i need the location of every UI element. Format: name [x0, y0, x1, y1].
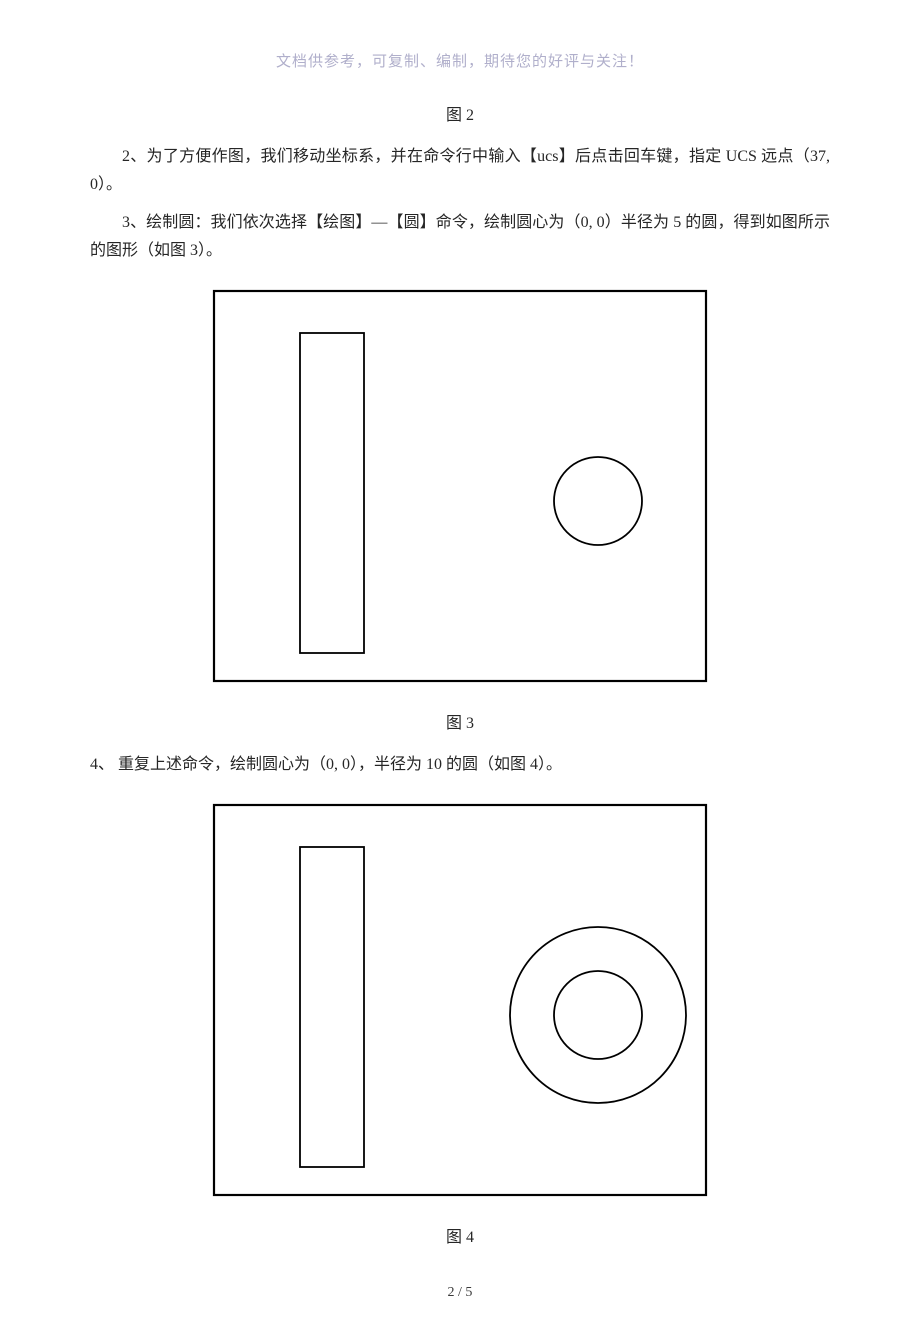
- slot-rect: [300, 847, 364, 1167]
- slot-rect: [300, 333, 364, 653]
- figure2-caption: 图 2: [90, 101, 830, 125]
- page-number: 2 / 5: [90, 1285, 830, 1301]
- paragraph-3: 3、绘制圆：我们依次选择【绘图】—【圆】命令，绘制圆心为（0, 0）半径为 5 …: [90, 209, 830, 265]
- header-note: 文档供参考，可复制、编制，期待您的好评与关注！: [90, 50, 830, 71]
- figure4-caption: 图 4: [90, 1223, 830, 1247]
- paragraph-2: 2、为了方便作图，我们移动坐标系，并在命令行中输入【ucs】后点击回车键，指定 …: [90, 143, 830, 199]
- figure3: [90, 277, 830, 695]
- outer-rect: [214, 291, 706, 681]
- outer-rect: [214, 805, 706, 1195]
- figure3-caption: 图 3: [90, 709, 830, 733]
- circle-0: [554, 457, 642, 545]
- figure4-svg: [200, 791, 720, 1209]
- circle-1: [554, 971, 642, 1059]
- circle-0: [510, 927, 686, 1103]
- figure4: [90, 791, 830, 1209]
- figure3-svg: [200, 277, 720, 695]
- paragraph-4: 4、 重复上述命令，绘制圆心为（0, 0），半径为 10 的圆（如图 4）。: [90, 751, 830, 779]
